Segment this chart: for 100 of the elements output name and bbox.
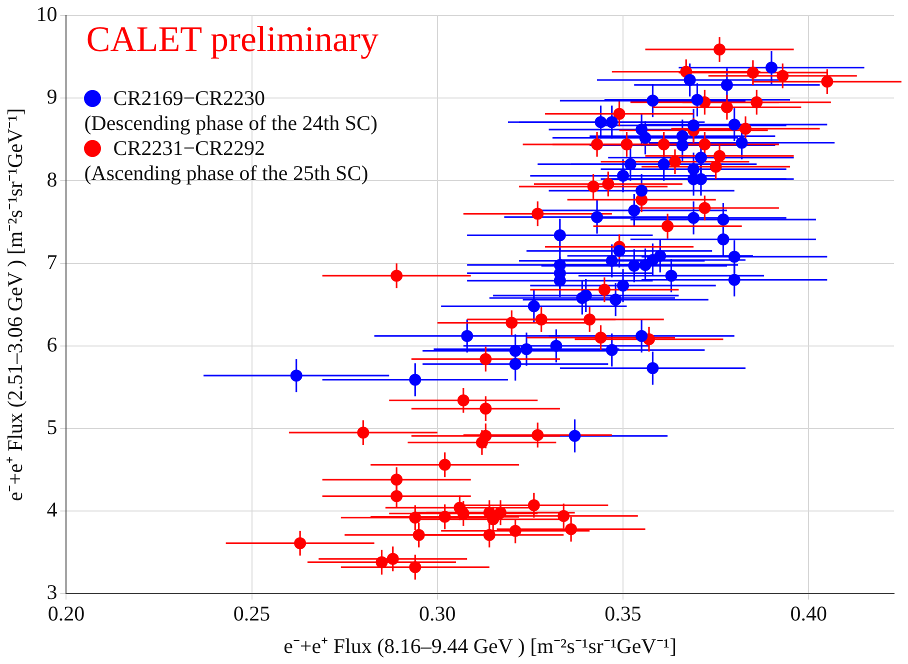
point: [688, 119, 700, 132]
point: [694, 152, 707, 164]
point: [487, 513, 500, 526]
point: [717, 214, 730, 226]
y-tick-label: 10: [36, 2, 58, 26]
point: [691, 94, 704, 106]
point: [720, 101, 733, 114]
point: [676, 139, 688, 152]
point: [290, 370, 302, 382]
point: [294, 537, 306, 550]
point: [376, 556, 388, 568]
point: [720, 78, 733, 91]
point: [438, 510, 451, 523]
point: [698, 202, 711, 214]
x-tick-label: 0.40: [790, 602, 827, 626]
point: [617, 280, 630, 292]
point: [558, 510, 570, 522]
y-tick-label: 8: [46, 167, 58, 192]
point: [628, 204, 640, 216]
point: [684, 74, 696, 86]
point: [409, 561, 422, 574]
legend-label: CR2231−CR2292 (Ascending phase of the 25th SC): [84, 136, 370, 186]
point: [639, 132, 652, 144]
point: [594, 116, 607, 128]
point: [535, 313, 548, 326]
point: [740, 122, 752, 135]
point: [821, 76, 834, 88]
y-tick-label: 7: [46, 250, 58, 274]
point: [390, 474, 403, 486]
x-tick-label: 0.20: [48, 602, 85, 626]
point: [717, 233, 730, 246]
point: [688, 212, 700, 224]
y-tick-label: 5: [46, 414, 58, 439]
point: [665, 270, 678, 282]
point: [476, 436, 488, 448]
point: [528, 300, 540, 312]
point: [587, 180, 600, 193]
point: [610, 294, 622, 306]
point: [728, 274, 740, 286]
point: [646, 94, 659, 107]
point: [624, 158, 636, 170]
point: [606, 116, 618, 128]
y-tick-label: 6: [46, 332, 58, 356]
point: [520, 343, 532, 356]
point: [483, 528, 496, 541]
point: [506, 316, 518, 329]
point: [736, 136, 748, 149]
point: [457, 508, 470, 520]
point: [698, 138, 711, 150]
point: [620, 138, 633, 150]
point: [554, 229, 566, 242]
point: [409, 512, 422, 524]
point: [668, 156, 681, 168]
point: [714, 150, 726, 162]
point: [457, 394, 470, 406]
point: [613, 108, 626, 120]
point: [550, 340, 562, 352]
point: [591, 138, 604, 150]
point: [617, 170, 630, 182]
point: [658, 138, 670, 150]
point: [386, 552, 399, 565]
point: [438, 458, 451, 471]
point: [710, 160, 722, 173]
point: [565, 523, 578, 536]
point: [636, 184, 648, 197]
point: [750, 96, 763, 108]
point: [594, 332, 607, 344]
y-tick-label: 4: [46, 498, 58, 522]
point: [688, 163, 700, 176]
point: [606, 254, 618, 267]
point: [613, 244, 626, 257]
y-tick-label: 3: [46, 580, 58, 604]
point: [580, 290, 592, 302]
point: [654, 250, 666, 262]
x-tick-label: 0.30: [419, 602, 456, 626]
point: [636, 330, 648, 342]
point: [409, 374, 422, 386]
point: [746, 66, 759, 79]
point: [728, 250, 740, 263]
point: [591, 211, 604, 224]
legend-label: CR2169−CR2230 (Descending phase of the 24th SC): [84, 86, 378, 136]
point: [532, 429, 544, 442]
point: [766, 62, 778, 74]
point: [598, 284, 610, 296]
point: [480, 402, 492, 415]
point: [390, 490, 403, 502]
point: [509, 344, 522, 357]
point: [528, 499, 540, 512]
point: [646, 362, 659, 374]
y-tick-label: 9: [46, 84, 58, 109]
point: [412, 528, 425, 541]
point: [714, 43, 726, 56]
point: [606, 344, 618, 356]
point: [509, 358, 522, 370]
point: [658, 158, 670, 170]
annotation: CALET preliminary: [86, 18, 378, 60]
point: [776, 70, 789, 82]
y-axis-title: e⁻+e⁺ Flux (2.51–3.06 GeV ) [m⁻²s⁻¹sr⁻¹GeV⁻¹]: [3, 108, 28, 502]
point: [568, 430, 581, 442]
point: [461, 330, 474, 342]
